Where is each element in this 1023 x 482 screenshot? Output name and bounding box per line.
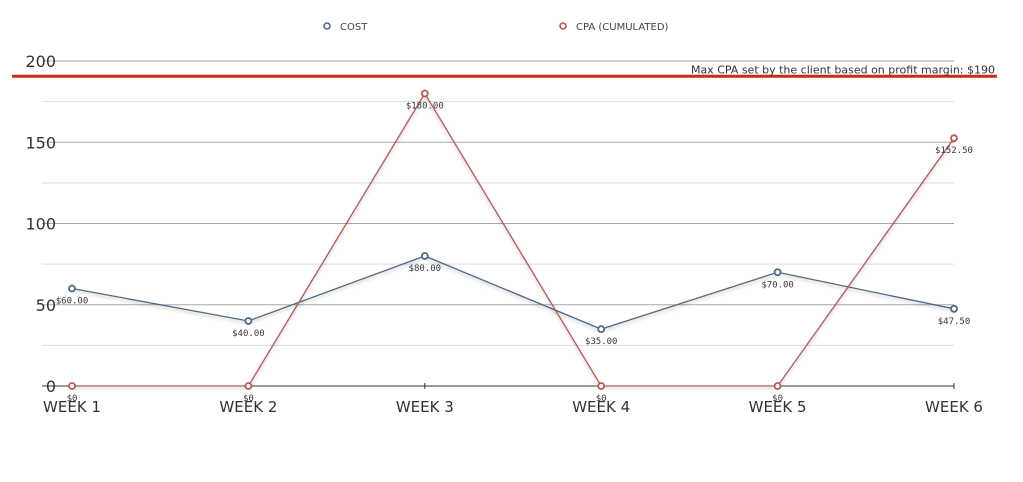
data-label-cost: $70.00 <box>761 280 794 290</box>
x-tick-label: WEEK 3 <box>396 398 454 416</box>
data-point-cpa[interactable] <box>950 134 958 143</box>
data-label-cost: $60.00 <box>56 297 89 307</box>
legend-marker-cost <box>323 22 331 30</box>
data-point-cpa[interactable] <box>68 382 76 390</box>
data-point-cost[interactable] <box>950 304 958 313</box>
data-point-cpa[interactable] <box>597 382 606 390</box>
data-point-cost[interactable] <box>420 252 429 260</box>
y-tick-label: 100 <box>25 215 56 234</box>
data-point-cost[interactable] <box>68 284 76 293</box>
series-line-cpa <box>72 92 955 387</box>
max-cpa-reference: Max CPA set by the client based on profi… <box>12 63 997 78</box>
data-point-cost[interactable] <box>244 317 253 325</box>
x-tick-label: WEEK 4 <box>572 398 630 416</box>
x-tick-label: WEEK 2 <box>219 398 277 416</box>
legend-label-cpa: CPA (CUMULATED) <box>576 22 669 33</box>
y-tick-label: 200 <box>25 52 56 71</box>
x-axis: WEEK 1 WEEK 2 WEEK 3 WEEK 4 WEEK 5 WEEK 6 <box>42 383 983 416</box>
x-tick-label: WEEK 1 <box>43 398 101 416</box>
chart-series <box>68 89 958 390</box>
chart-legend: COST CPA (CUMULATED) <box>323 22 669 33</box>
data-label-cpa: $0 <box>772 394 783 404</box>
chart-grid <box>42 60 954 346</box>
data-point-cpa[interactable] <box>773 382 782 390</box>
legend-marker-cpa <box>559 22 567 30</box>
data-point-cost[interactable] <box>773 268 782 277</box>
data-label-cpa: $0 <box>596 394 607 404</box>
x-tick-label: WEEK 5 <box>749 398 807 416</box>
data-label-cpa: $152.50 <box>935 146 973 156</box>
data-label-cost: $40.00 <box>232 329 265 339</box>
data-point-cpa[interactable] <box>244 382 253 390</box>
y-tick-label: 50 <box>36 296 56 315</box>
data-label-cpa: $180.00 <box>406 102 444 112</box>
data-point-cost[interactable] <box>597 325 606 334</box>
data-label-cost: $80.00 <box>409 264 442 274</box>
x-tick-label: WEEK 6 <box>925 398 983 416</box>
data-label-cpa: $0 <box>67 394 78 404</box>
y-tick-label: 150 <box>25 133 56 152</box>
series-line-cost <box>71 255 955 330</box>
data-label-cost: $35.00 <box>585 337 618 347</box>
legend-label-cost: COST <box>340 22 368 33</box>
max-cpa-label: Max CPA set by the client based on profi… <box>691 63 995 76</box>
data-point-cpa[interactable] <box>420 89 429 98</box>
data-labels: $60.00 $40.00 $80.00 $35.00 $70.00 $47.50 $0 $0… <box>56 102 973 405</box>
data-label-cost: $47.50 <box>938 317 971 327</box>
data-label-cpa: $0 <box>243 394 254 404</box>
